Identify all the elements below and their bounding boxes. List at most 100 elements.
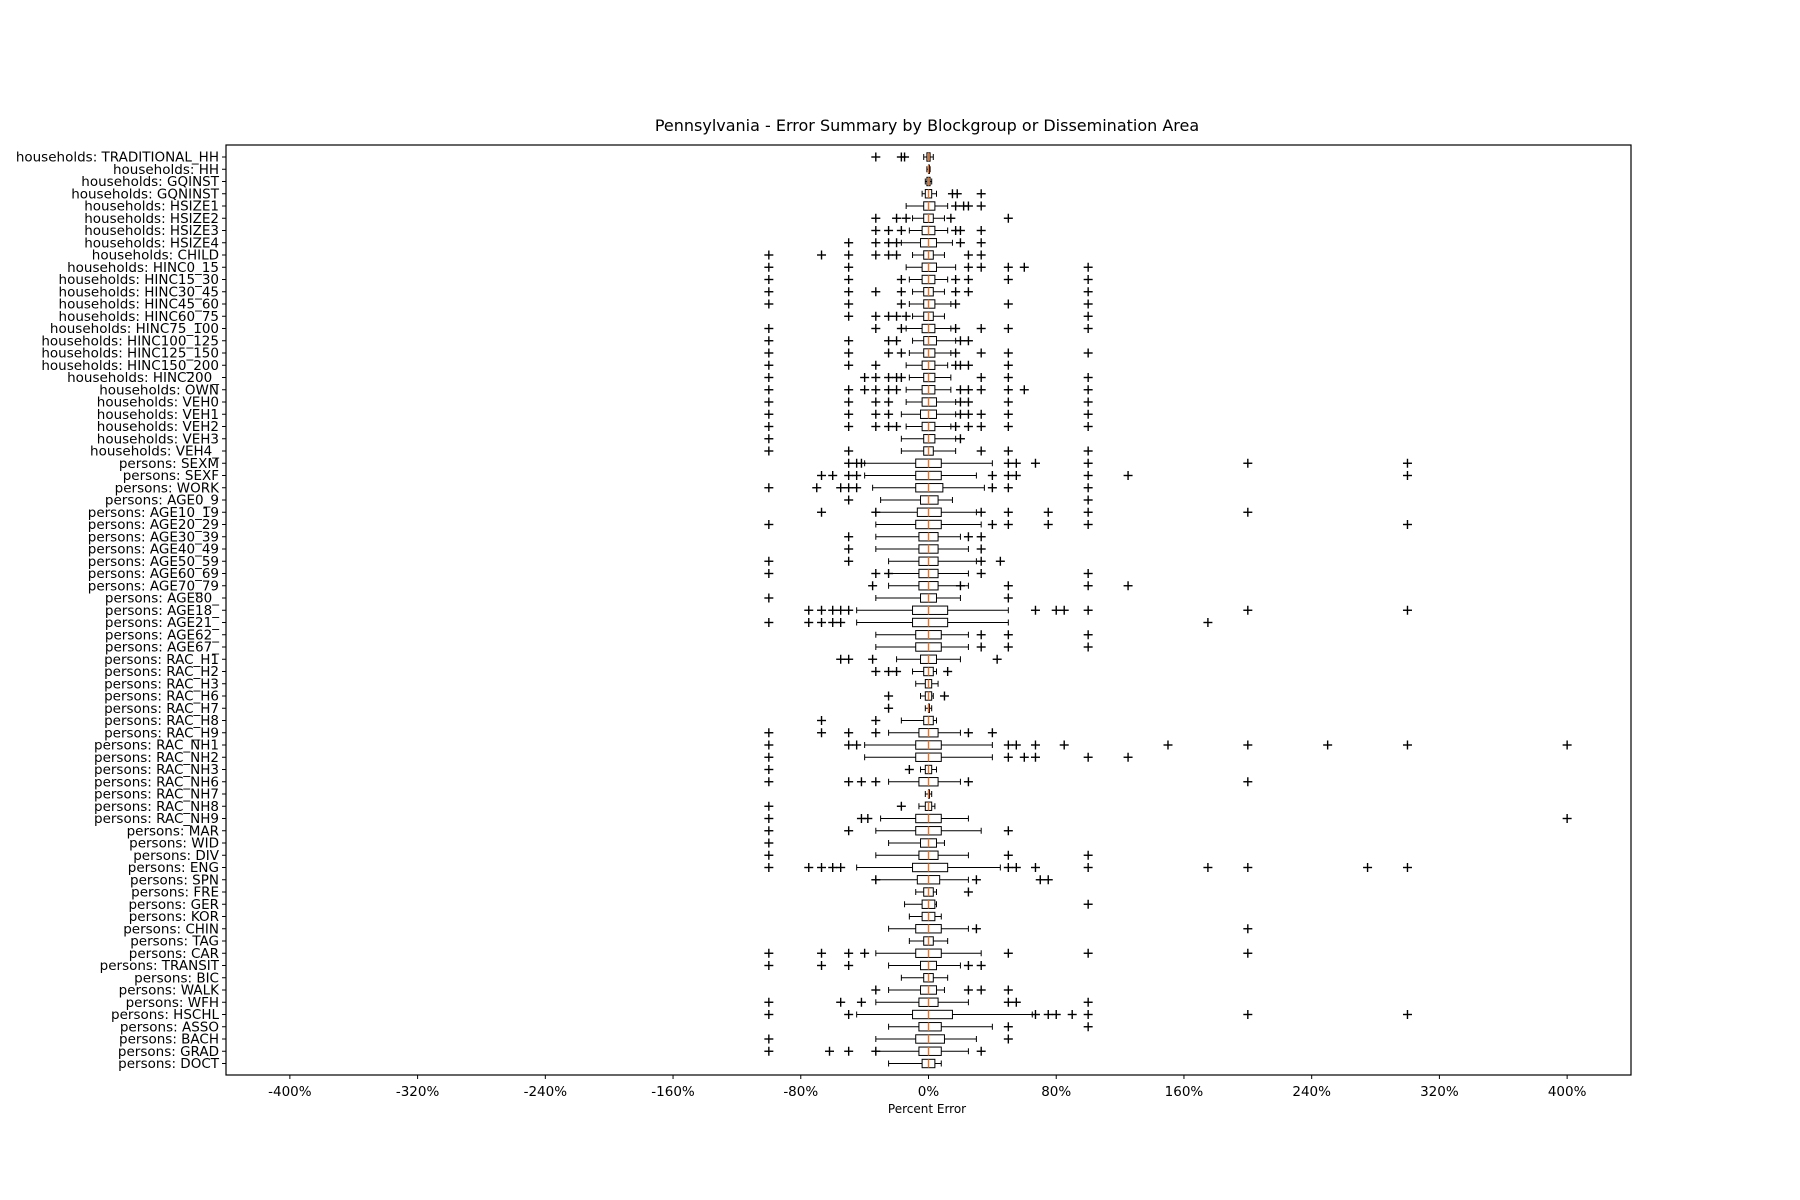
flier-point bbox=[844, 728, 854, 738]
flier-point bbox=[1083, 605, 1093, 615]
box-iqr bbox=[912, 617, 949, 628]
flier-point bbox=[892, 238, 902, 248]
flier-point bbox=[1562, 814, 1572, 823]
flier-point bbox=[955, 336, 965, 346]
y-tick-label: persons: SPN bbox=[130, 872, 219, 888]
flier-point bbox=[1043, 1010, 1053, 1019]
flier-point bbox=[1003, 446, 1013, 456]
flier-point bbox=[764, 777, 774, 787]
flier-point bbox=[951, 275, 961, 284]
flier-point bbox=[884, 691, 894, 701]
flier-point bbox=[1003, 593, 1013, 603]
flier-point bbox=[963, 728, 973, 738]
flier-point bbox=[844, 275, 854, 284]
flier-point bbox=[1003, 1034, 1013, 1044]
flier-point bbox=[884, 422, 894, 431]
flier-point bbox=[1203, 863, 1213, 872]
y-tick-label: persons: WALK bbox=[119, 983, 221, 999]
y-tick-label: persons: WORK bbox=[115, 480, 221, 496]
flier-point bbox=[976, 201, 986, 211]
flier-point bbox=[871, 667, 881, 676]
flier-point bbox=[764, 618, 774, 627]
flier-point bbox=[764, 814, 774, 823]
flier-point bbox=[976, 507, 986, 517]
flier-point bbox=[764, 250, 774, 260]
flier-point bbox=[1083, 642, 1093, 652]
flier-point bbox=[1003, 373, 1013, 382]
flier-point bbox=[871, 250, 881, 260]
flier-point bbox=[976, 262, 986, 272]
x-tick-label: 240% bbox=[1292, 1084, 1331, 1100]
box-61 bbox=[915, 887, 973, 897]
flier-point bbox=[764, 569, 774, 578]
flier-point bbox=[976, 385, 986, 395]
flier-point bbox=[817, 948, 827, 958]
box-3 bbox=[924, 176, 933, 187]
y-tick-label: households: OWN bbox=[99, 382, 219, 398]
flier-point bbox=[1051, 605, 1061, 615]
box-iqr bbox=[923, 336, 937, 346]
flier-point bbox=[1402, 471, 1412, 480]
box-46 bbox=[884, 703, 933, 713]
flier-point bbox=[1003, 422, 1013, 431]
flier-point bbox=[952, 189, 962, 199]
flier-point bbox=[1123, 752, 1133, 762]
y-tick-label: persons: WID bbox=[129, 836, 219, 852]
box-21 bbox=[764, 397, 1093, 407]
flier-point bbox=[1083, 262, 1093, 272]
flier-point bbox=[844, 654, 854, 664]
flier-point bbox=[1083, 311, 1093, 321]
flier-point bbox=[1003, 385, 1013, 395]
flier-point bbox=[951, 287, 961, 297]
flier-point bbox=[764, 348, 774, 358]
flier-point bbox=[844, 336, 854, 346]
y-tick-label: households: GQNINST bbox=[71, 186, 220, 202]
flier-point bbox=[963, 360, 973, 370]
flier-point bbox=[976, 409, 986, 419]
box-iqr bbox=[923, 434, 936, 444]
flier-point bbox=[896, 373, 906, 382]
box-20 bbox=[764, 385, 1093, 395]
flier-point bbox=[1083, 483, 1093, 493]
box-64 bbox=[888, 924, 1253, 934]
flier-point bbox=[1083, 507, 1093, 517]
flier-point bbox=[976, 446, 986, 456]
box-7 bbox=[871, 225, 986, 236]
flier-point bbox=[1019, 262, 1029, 272]
y-tick-label: persons: AGE21_ bbox=[105, 615, 219, 631]
flier-point bbox=[764, 446, 774, 456]
flier-point bbox=[828, 605, 838, 615]
flier-point bbox=[825, 1046, 835, 1056]
flier-point bbox=[884, 336, 894, 346]
flier-point bbox=[764, 336, 774, 346]
box-51 bbox=[764, 764, 937, 775]
y-tick-label: households: HH bbox=[113, 162, 219, 178]
flier-point bbox=[1083, 287, 1093, 297]
flier-point bbox=[1243, 605, 1253, 615]
flier-point bbox=[1083, 520, 1093, 529]
flier-point bbox=[868, 581, 878, 591]
box-25 bbox=[764, 446, 1093, 456]
box-65 bbox=[908, 936, 949, 946]
flier-point bbox=[976, 1046, 986, 1056]
box-iqr bbox=[918, 1046, 942, 1056]
flier-point bbox=[764, 1046, 774, 1056]
box-56 bbox=[764, 826, 1013, 836]
flier-point bbox=[955, 238, 965, 248]
box-62 bbox=[904, 899, 1093, 909]
flier-point bbox=[896, 324, 906, 333]
flier-point bbox=[955, 226, 965, 235]
flier-point bbox=[764, 765, 774, 774]
box-45 bbox=[884, 691, 949, 701]
flier-point bbox=[955, 581, 965, 591]
flier-point bbox=[871, 507, 881, 517]
flier-point bbox=[955, 385, 965, 395]
y-tick-label: persons: DOCT bbox=[118, 1056, 220, 1072]
box-4 bbox=[921, 189, 986, 199]
y-tick-label: persons: RAC_H7 bbox=[104, 701, 219, 717]
flier-point bbox=[764, 752, 774, 762]
box-iqr bbox=[918, 1022, 942, 1032]
box-30 bbox=[817, 507, 1253, 517]
flier-point bbox=[963, 262, 973, 272]
y-tick-label: persons: RAC_H6 bbox=[104, 689, 219, 705]
